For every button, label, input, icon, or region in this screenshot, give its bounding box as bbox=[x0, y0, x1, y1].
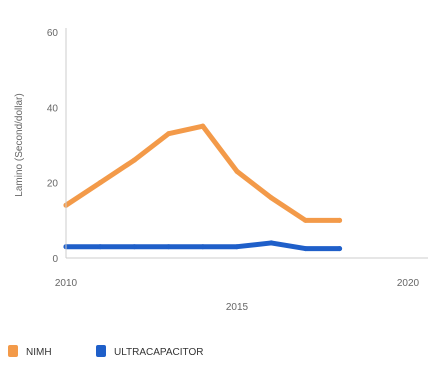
legend: NIMH ULTRACAPACITOR bbox=[8, 345, 203, 358]
data-point bbox=[166, 244, 172, 250]
y-tick-label: 0 bbox=[52, 254, 58, 265]
legend-item: ULTRACAPACITOR bbox=[96, 345, 203, 358]
data-point bbox=[200, 123, 206, 129]
x-axis-title: 2015 bbox=[226, 302, 249, 313]
legend-swatch bbox=[8, 345, 18, 357]
data-point bbox=[234, 168, 240, 174]
legend-label: NIMH bbox=[26, 347, 52, 358]
data-point bbox=[166, 131, 172, 137]
data-point bbox=[337, 217, 343, 223]
legend-swatch bbox=[96, 345, 106, 357]
data-point bbox=[200, 244, 206, 250]
axes: 0 20 40 60 2010 2020 bbox=[47, 28, 428, 289]
series-nimh bbox=[63, 123, 343, 223]
legend-item: NIMH bbox=[8, 345, 52, 358]
data-point bbox=[131, 244, 137, 250]
data-point bbox=[302, 246, 308, 252]
data-point bbox=[337, 246, 343, 252]
y-tick-label: 20 bbox=[47, 179, 59, 190]
plot-area bbox=[63, 123, 343, 252]
data-point bbox=[97, 180, 103, 186]
y-tick-label: 60 bbox=[47, 28, 59, 39]
data-point bbox=[302, 217, 308, 223]
data-point bbox=[268, 240, 274, 246]
y-axis-title: Lamino (Second/dollar) bbox=[14, 93, 25, 196]
x-tick-label: 2010 bbox=[55, 278, 78, 289]
data-point bbox=[97, 244, 103, 250]
data-point bbox=[131, 157, 137, 163]
y-tick-label: 40 bbox=[47, 103, 59, 114]
data-point bbox=[234, 244, 240, 250]
x-tick-label: 2020 bbox=[397, 278, 420, 289]
series-ultracapacitor bbox=[63, 240, 343, 252]
data-point bbox=[268, 195, 274, 201]
series-line bbox=[63, 123, 343, 223]
legend-label: ULTRACAPACITOR bbox=[114, 347, 203, 358]
